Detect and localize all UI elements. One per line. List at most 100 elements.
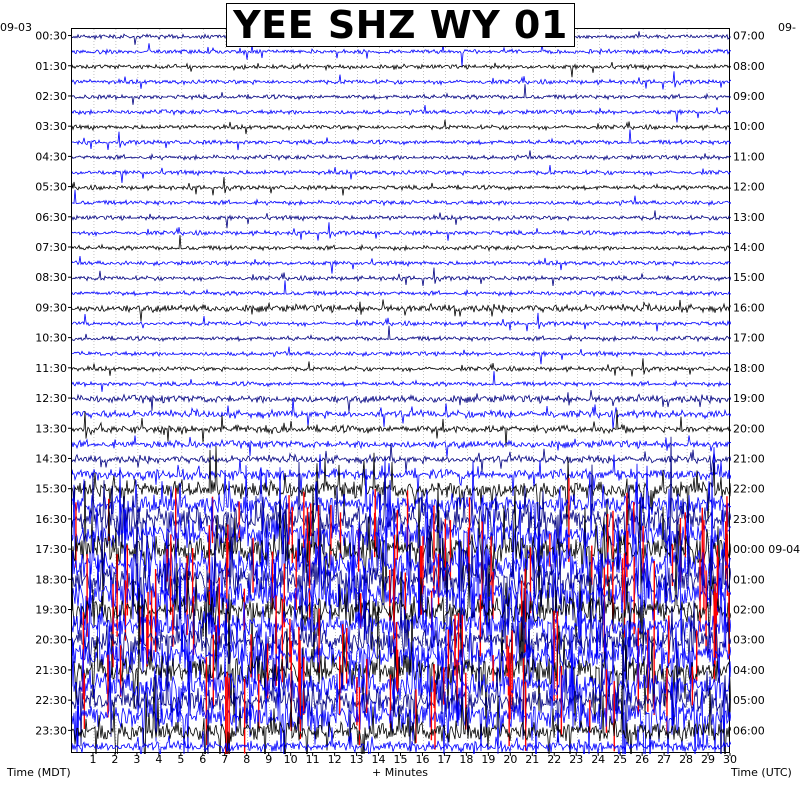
left-time-label: 10:30: [35, 332, 67, 345]
trace-row: [72, 677, 731, 754]
trace-row: [72, 463, 731, 600]
right-time-label: 13:00: [733, 211, 765, 224]
left-time-label: 11:30: [35, 362, 67, 375]
x-tick-label: 2: [111, 753, 118, 766]
trace-row: [72, 443, 731, 475]
left-time-label: 05:30: [35, 181, 67, 194]
trace-row: [72, 458, 731, 559]
left-time-label: 01:30: [35, 60, 67, 73]
trace-row: [72, 624, 731, 754]
trace-row: [72, 150, 731, 162]
right-time-label: 10:00: [733, 120, 765, 133]
left-time-label: 00:30: [35, 30, 67, 43]
right-axis-label: Time (UTC): [731, 766, 792, 779]
left-time-label: 22:30: [35, 694, 67, 707]
helicorder-plot: [71, 28, 731, 754]
right-time-label: 16:00: [733, 301, 765, 314]
x-tick-label: 27: [657, 753, 671, 766]
left-time-label: 03:30: [35, 120, 67, 133]
left-time-label: 12:30: [35, 392, 67, 405]
x-tick-label: 30: [723, 753, 737, 766]
trace-row: [72, 104, 731, 123]
trace-row: [72, 222, 731, 241]
right-time-label: 23:00: [733, 513, 765, 526]
trace-row: [72, 447, 731, 499]
right-time-label: 11:00: [733, 150, 765, 163]
x-tick-label: 23: [569, 753, 583, 766]
trace-row: [72, 325, 731, 343]
x-tick-label: 26: [635, 753, 649, 766]
right-time-label: 17:00: [733, 332, 765, 345]
x-tick-label: 8: [243, 753, 250, 766]
right-time-label: 19:00: [733, 392, 765, 405]
trace-row: [72, 43, 731, 67]
right-time-label: 15:00: [733, 271, 765, 284]
trace-row: [72, 472, 731, 654]
x-tick-label: 29: [701, 753, 715, 766]
left-time-label: 14:30: [35, 452, 67, 465]
x-tick-label: 4: [155, 753, 162, 766]
left-time-label: 18:30: [35, 573, 67, 586]
trace-row: [72, 256, 731, 274]
trace-row: [72, 587, 731, 736]
x-tick-label: 18: [459, 753, 473, 766]
trace-row: [72, 189, 731, 207]
right-time-label: 01:00: [733, 573, 765, 586]
right-time-label: 18:00: [733, 362, 765, 375]
left-time-label: 06:30: [35, 211, 67, 224]
trace-row: [72, 129, 731, 151]
x-tick-label: 22: [547, 753, 561, 766]
trace-row: [72, 165, 731, 183]
right-time-label: 06:00: [733, 724, 765, 737]
x-tick-label: 13: [350, 753, 364, 766]
left-time-label: 16:30: [35, 513, 67, 526]
trace-row: [72, 552, 731, 683]
left-time-label: 09:30: [35, 301, 67, 314]
trace-row: [72, 726, 731, 754]
trace-row: [72, 280, 731, 298]
right-time-label: 22:00: [733, 483, 765, 496]
x-tick-label: 9: [265, 753, 272, 766]
trace-row: [72, 371, 731, 392]
x-tick-label: 20: [503, 753, 517, 766]
left-time-label: 15:30: [35, 483, 67, 496]
right-time-label: 21:00: [733, 452, 765, 465]
trace-row: [72, 84, 731, 105]
x-tick-label: 12: [328, 753, 342, 766]
right-time-label: 09:00: [733, 90, 765, 103]
trace-row: [72, 645, 731, 754]
trace-row: [72, 71, 731, 90]
helicorder-canvas: [72, 29, 731, 754]
x-tick-label: 19: [481, 753, 495, 766]
x-tick-label: 28: [679, 753, 693, 766]
trace-row: [72, 435, 731, 458]
left-time-label: 20:30: [35, 634, 67, 647]
right-time-label: 05:00: [733, 694, 765, 707]
trace-row: [72, 176, 731, 196]
right-time-label: 20:00: [733, 422, 765, 435]
x-tick-label: 25: [613, 753, 627, 766]
trace-row: [72, 480, 731, 637]
x-axis-label: + Minutes: [372, 766, 429, 779]
trace-row: [72, 358, 731, 377]
left-time-label: 21:30: [35, 664, 67, 677]
x-tick-label: 10: [284, 753, 298, 766]
left-axis-label: Time (MDT): [7, 766, 71, 779]
right-date-label: 09-: [778, 21, 796, 34]
trace-row: [72, 312, 731, 332]
trace-row: [72, 597, 731, 735]
x-tick-label: 7: [221, 753, 228, 766]
trace-row: [72, 409, 731, 447]
right-time-label: 14:00: [733, 241, 765, 254]
trace-row: [72, 235, 731, 252]
trace-row: [72, 119, 731, 135]
right-time-label: 08:00: [733, 60, 765, 73]
right-time-label: 02:00: [733, 604, 765, 617]
trace-row: [72, 526, 731, 682]
trace-row: [72, 397, 731, 430]
right-time-label: 00:00 09-04: [733, 543, 800, 556]
trace-row: [72, 390, 731, 412]
chart-title: YEE SHZ WY 01: [233, 3, 568, 47]
left-time-label: 23:30: [35, 724, 67, 737]
x-tick-label: 14: [372, 753, 386, 766]
